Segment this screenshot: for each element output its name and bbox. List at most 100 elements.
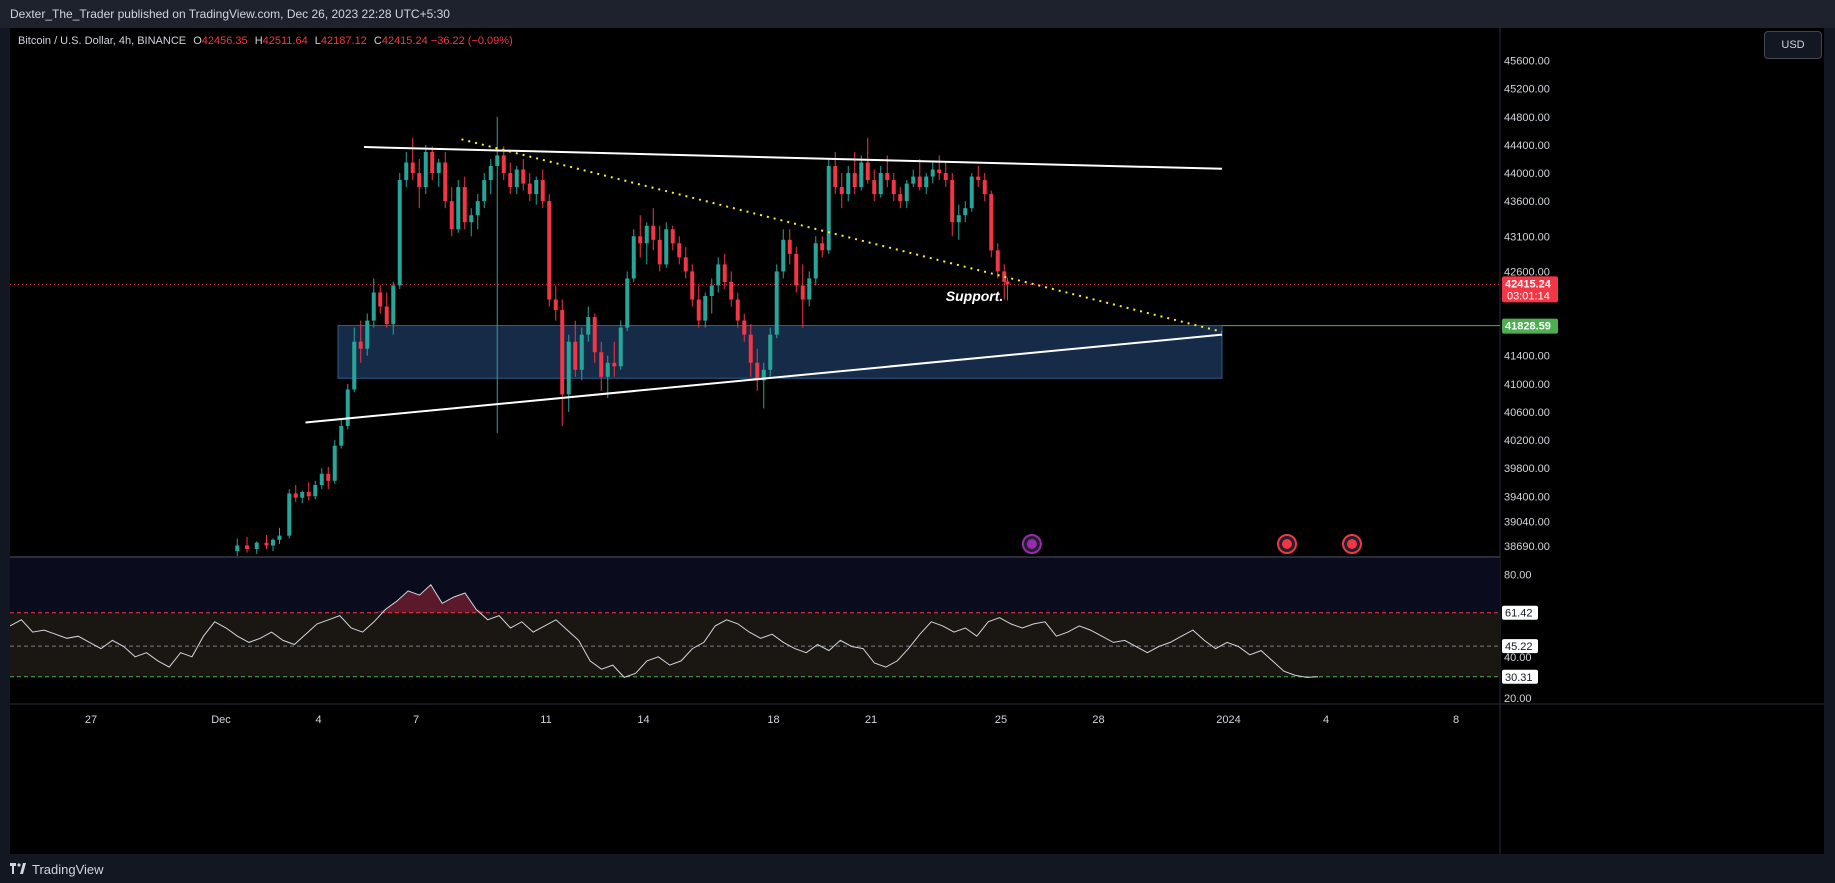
time-axis-tick: Dec	[211, 714, 231, 726]
candle-body	[956, 215, 961, 223]
candle-body	[924, 176, 929, 188]
dotted-trendline	[461, 138, 1223, 333]
candle-body	[833, 166, 838, 188]
candle-body	[534, 180, 539, 195]
price-axis-tick: 45200.00	[1504, 84, 1550, 96]
time-axis-tick: 14	[637, 714, 649, 726]
candle-body	[553, 299, 558, 311]
candle-body	[677, 243, 682, 258]
time-axis-tick: 28	[1092, 714, 1104, 726]
high-value: 42511.64	[262, 35, 308, 47]
close-value: 42415.24	[381, 35, 428, 47]
candle-body	[976, 176, 981, 181]
candle-body	[599, 352, 604, 377]
candle-body	[917, 176, 922, 188]
candle-body	[527, 183, 532, 195]
candle-body	[514, 169, 519, 188]
candle-body	[729, 281, 734, 300]
current-price-badge	[1502, 276, 1558, 303]
bar-countdown-label: 03:01:14	[1507, 290, 1550, 302]
candle-body	[1002, 271, 1007, 282]
candle-body	[423, 151, 428, 188]
chart-area[interactable]: Support. 45600.00 45200.00 44800.00 44400.00…	[10, 28, 1824, 854]
candle-body	[547, 201, 552, 300]
support-trendline	[305, 333, 1223, 424]
candle-body	[937, 169, 942, 174]
candle-body	[612, 362, 617, 367]
price-axis-tick: 43100.00	[1504, 231, 1550, 243]
rsi-axis-tick: 80.00	[1504, 569, 1532, 581]
resistance-trendline	[363, 146, 1223, 170]
candle-body	[271, 539, 275, 546]
candle-body	[709, 285, 714, 296]
candle-body	[943, 173, 948, 181]
currency-button[interactable]: USD	[1764, 31, 1822, 59]
candle-body	[384, 306, 389, 325]
support-price-label: 41828.59	[1505, 321, 1551, 333]
candle-body	[397, 180, 402, 286]
price-axis-tick: 40200.00	[1504, 435, 1550, 447]
close-key: C	[373, 35, 382, 47]
tradingview-logo-icon	[10, 863, 26, 874]
candle-body	[742, 320, 747, 335]
rsi-level-label: 30.31	[1505, 672, 1533, 684]
time-axis-tick: 25	[995, 714, 1007, 726]
candle-body	[449, 201, 454, 230]
candle-body	[930, 169, 935, 177]
candle-body	[898, 194, 903, 202]
price-axis-tick: 44800.00	[1504, 112, 1550, 124]
candle-body	[625, 278, 630, 328]
open-value: 42456.35	[201, 35, 248, 47]
candle-body	[735, 299, 740, 321]
low-value: 42187.12	[320, 35, 367, 47]
price-chart[interactable]: Support. 45600.00 45200.00 44800.00 44400.00…	[10, 28, 1824, 854]
publication-info: Dexter_The_Trader published on TradingVi…	[10, 7, 450, 21]
candle-body	[800, 285, 805, 300]
events-dividend-icon-inner	[1026, 539, 1037, 549]
candle-body	[826, 166, 831, 251]
candle-body	[807, 278, 812, 300]
price-axis-tick: 39400.00	[1504, 491, 1550, 503]
candle-body	[579, 334, 584, 370]
current-price-label: 42415.24	[1505, 278, 1552, 290]
candle-body	[313, 485, 318, 497]
candle-body	[488, 166, 493, 181]
time-axis-tick: 4	[1323, 714, 1329, 726]
time-axis-tick: 11	[540, 714, 551, 726]
candle-body	[722, 264, 727, 282]
candle-body	[501, 155, 506, 174]
time-axis-tick: 4	[315, 714, 321, 726]
candle-body	[631, 236, 636, 279]
symbol-label: Bitcoin / U.S. Dollar, 4h, BINANCE	[18, 35, 187, 47]
candle-body	[846, 173, 851, 195]
candle-body	[456, 187, 461, 230]
candle-body	[904, 183, 909, 202]
candle-body	[586, 317, 591, 335]
candle-body	[277, 535, 282, 540]
candle-body	[768, 334, 773, 370]
candle-body	[891, 180, 896, 195]
candle-body	[716, 264, 721, 286]
candle-body	[235, 545, 240, 552]
candle-body	[839, 187, 844, 195]
candle-body	[605, 362, 610, 377]
candle-body	[443, 162, 448, 202]
candle-body	[690, 271, 695, 300]
candle-body	[469, 215, 474, 223]
candle-body	[755, 362, 760, 381]
candle-body	[982, 180, 987, 195]
candle-body	[332, 445, 337, 481]
footer: TradingView	[0, 854, 1835, 883]
price-axis-tick: 41000.00	[1504, 379, 1550, 391]
candle-body	[885, 173, 890, 181]
price-axis-tick: 43600.00	[1504, 196, 1550, 208]
rsi-level-badge	[1502, 639, 1538, 654]
candle-body	[638, 236, 643, 244]
candle-body	[651, 225, 656, 240]
candle-body	[293, 493, 298, 498]
candle-body	[696, 299, 701, 321]
candle-body	[482, 180, 487, 202]
candle-body	[859, 162, 864, 188]
price-axis-tick: 38690.00	[1504, 541, 1550, 553]
candle-body	[475, 201, 480, 216]
